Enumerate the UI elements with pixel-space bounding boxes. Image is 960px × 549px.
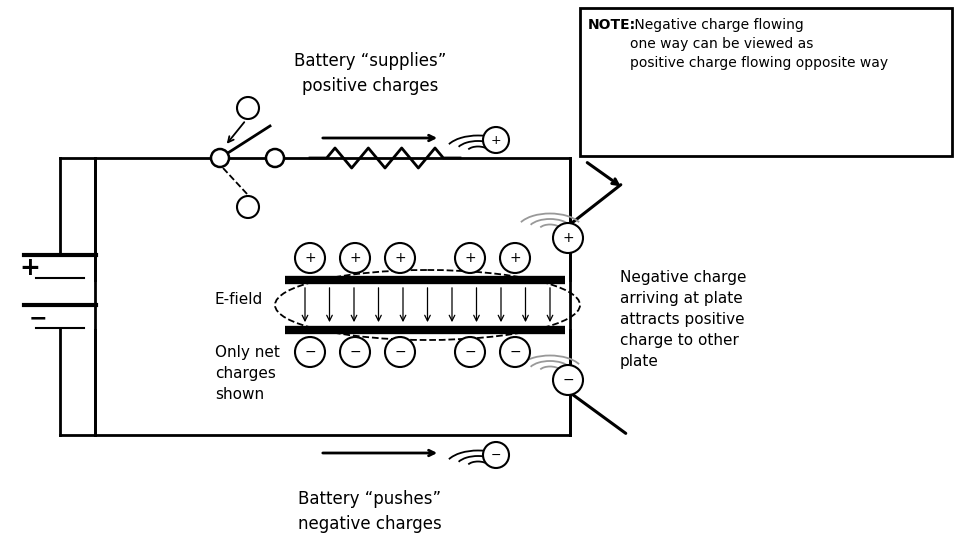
Text: +: +	[491, 133, 501, 147]
Text: Battery “supplies”
positive charges: Battery “supplies” positive charges	[294, 52, 446, 95]
Text: −: −	[563, 373, 574, 387]
Circle shape	[340, 243, 370, 273]
Text: −: −	[349, 345, 361, 359]
Text: −: −	[29, 308, 47, 328]
Circle shape	[237, 196, 259, 218]
Circle shape	[385, 337, 415, 367]
Circle shape	[553, 365, 583, 395]
Text: −: −	[395, 345, 406, 359]
Circle shape	[295, 337, 325, 367]
Text: Negative charge flowing
one way can be viewed as
positive charge flowing opposit: Negative charge flowing one way can be v…	[630, 18, 888, 70]
Circle shape	[666, 106, 694, 134]
Circle shape	[483, 127, 509, 153]
Text: +: +	[395, 251, 406, 265]
Text: +: +	[509, 251, 521, 265]
Circle shape	[237, 97, 259, 119]
Text: −: −	[304, 345, 316, 359]
Text: −: −	[674, 113, 685, 127]
Text: NOTE:: NOTE:	[588, 18, 636, 32]
Text: Battery “pushes”
negative charges: Battery “pushes” negative charges	[299, 490, 442, 533]
Text: +: +	[349, 251, 361, 265]
Text: Only net
charges
shown: Only net charges shown	[215, 345, 280, 402]
Circle shape	[716, 117, 744, 145]
Circle shape	[483, 442, 509, 468]
Text: +: +	[304, 251, 316, 265]
Circle shape	[340, 337, 370, 367]
Text: −: −	[509, 345, 521, 359]
Circle shape	[455, 337, 485, 367]
Circle shape	[266, 149, 284, 167]
Circle shape	[500, 337, 530, 367]
Text: +: +	[724, 124, 735, 138]
Text: +: +	[19, 256, 40, 280]
Bar	[580, 8, 952, 156]
Circle shape	[455, 243, 485, 273]
Circle shape	[385, 243, 415, 273]
Text: +: +	[465, 251, 476, 265]
Text: Negative charge
arriving at plate
attracts positive
charge to other
plate: Negative charge arriving at plate attrac…	[620, 270, 747, 369]
Circle shape	[500, 243, 530, 273]
Text: E-field: E-field	[215, 293, 263, 307]
Circle shape	[295, 243, 325, 273]
Circle shape	[553, 223, 583, 253]
Text: −: −	[491, 449, 501, 462]
Text: −: −	[465, 345, 476, 359]
Circle shape	[211, 149, 229, 167]
Text: +: +	[563, 231, 574, 245]
